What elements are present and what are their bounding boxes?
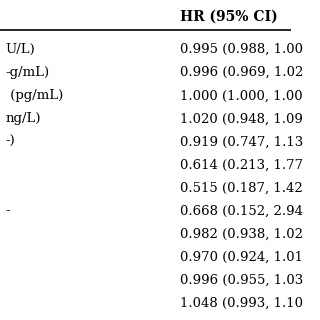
Text: 1.048 (0.993, 1.10: 1.048 (0.993, 1.10 xyxy=(180,297,303,310)
Text: 0.996 (0.955, 1.03: 0.996 (0.955, 1.03 xyxy=(180,274,304,287)
Text: 0.668 (0.152, 2.94: 0.668 (0.152, 2.94 xyxy=(180,204,303,218)
Text: 0.970 (0.924, 1.01: 0.970 (0.924, 1.01 xyxy=(180,251,303,264)
Text: (pg/mL): (pg/mL) xyxy=(6,89,63,102)
Text: 0.996 (0.969, 1.02: 0.996 (0.969, 1.02 xyxy=(180,66,304,79)
Text: 0.995 (0.988, 1.00: 0.995 (0.988, 1.00 xyxy=(180,43,303,56)
Text: -): -) xyxy=(6,135,16,148)
Text: 0.919 (0.747, 1.13: 0.919 (0.747, 1.13 xyxy=(180,135,304,148)
Text: 1.020 (0.948, 1.09: 1.020 (0.948, 1.09 xyxy=(180,112,303,125)
Text: -g/mL): -g/mL) xyxy=(6,66,50,79)
Text: 0.614 (0.213, 1.77: 0.614 (0.213, 1.77 xyxy=(180,158,303,172)
Text: 0.515 (0.187, 1.42: 0.515 (0.187, 1.42 xyxy=(180,181,303,195)
Text: -: - xyxy=(6,204,11,218)
Text: 1.000 (1.000, 1.00: 1.000 (1.000, 1.00 xyxy=(180,89,303,102)
Text: ng/L): ng/L) xyxy=(6,112,41,125)
Text: 0.982 (0.938, 1.02: 0.982 (0.938, 1.02 xyxy=(180,228,303,241)
Text: U/L): U/L) xyxy=(6,43,36,56)
Text: HR (95% CI): HR (95% CI) xyxy=(180,10,278,24)
